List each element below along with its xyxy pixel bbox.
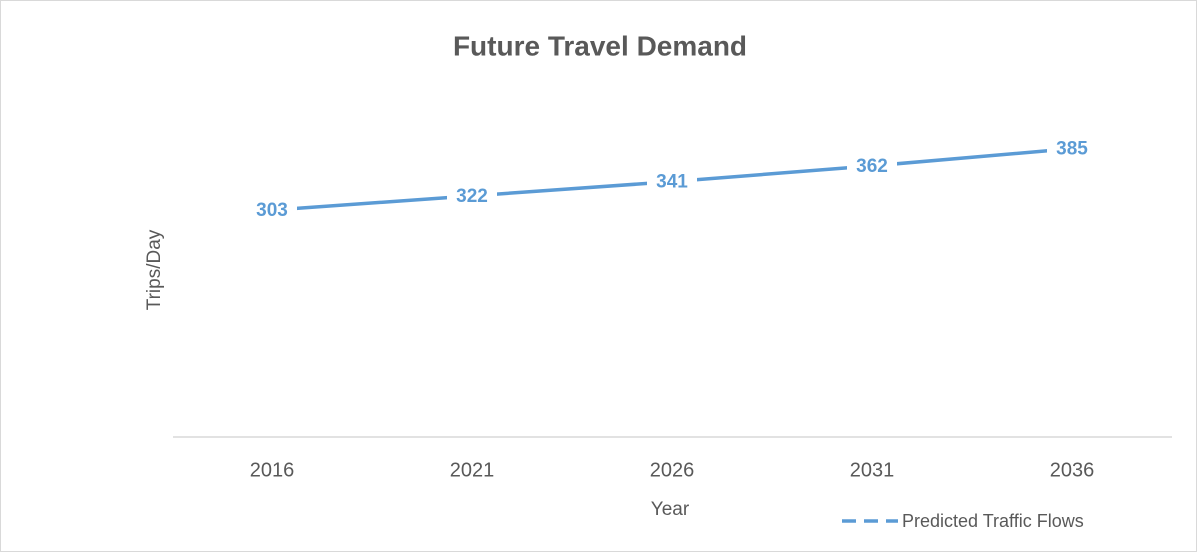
data-label-bg [1047, 136, 1097, 161]
x-tick-label: 2016 [250, 459, 295, 481]
data-label: 362 [856, 156, 888, 177]
x-tick-label: 2026 [650, 459, 695, 481]
data-label: 385 [1056, 139, 1088, 160]
data-label-bg [847, 153, 897, 178]
data-label: 303 [256, 200, 288, 221]
legend-label: Predicted Traffic Flows [902, 511, 1084, 531]
data-label-bg [447, 183, 497, 208]
data-label-bg [647, 169, 697, 194]
x-tick-label: 2031 [850, 459, 895, 481]
data-label: 341 [656, 172, 688, 193]
x-tick-label: 2036 [1050, 459, 1095, 481]
y-axis-label: Trips/Day [144, 229, 165, 310]
x-axis-label: Year [651, 499, 690, 520]
x-tick-label: 2021 [450, 459, 495, 481]
chart-title: Future Travel Demand [453, 30, 747, 61]
data-label: 322 [456, 186, 488, 207]
data-label-bg [247, 198, 297, 223]
